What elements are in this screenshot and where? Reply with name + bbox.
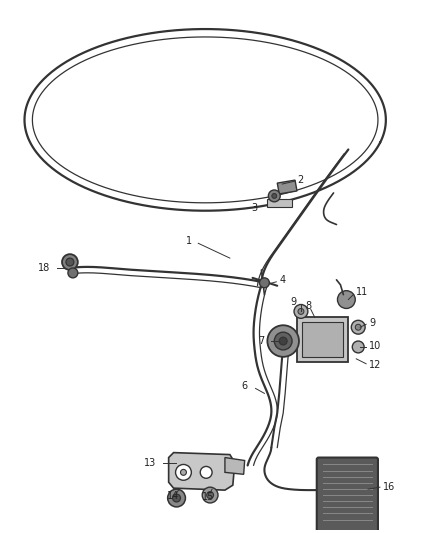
Circle shape: [68, 268, 78, 278]
Text: 6: 6: [241, 382, 247, 391]
Circle shape: [200, 466, 212, 478]
Text: 7: 7: [258, 336, 265, 346]
Circle shape: [351, 320, 365, 334]
Circle shape: [168, 489, 185, 507]
Text: 16: 16: [383, 482, 395, 492]
Bar: [302, 322, 343, 357]
Circle shape: [272, 193, 277, 198]
Text: 8: 8: [306, 302, 312, 311]
Circle shape: [207, 491, 214, 498]
Bar: [297, 317, 348, 362]
Text: 4: 4: [279, 275, 285, 285]
Circle shape: [337, 290, 355, 309]
Text: 10: 10: [369, 341, 381, 351]
Circle shape: [352, 341, 364, 353]
Text: 15: 15: [202, 492, 214, 502]
Circle shape: [202, 487, 218, 503]
Circle shape: [180, 470, 187, 475]
Circle shape: [173, 494, 180, 502]
Text: 12: 12: [369, 360, 381, 370]
Circle shape: [62, 254, 78, 270]
Text: 11: 11: [356, 287, 368, 297]
Circle shape: [355, 324, 361, 330]
Text: 9: 9: [369, 318, 375, 328]
Polygon shape: [277, 180, 297, 194]
Text: 18: 18: [38, 263, 50, 273]
Circle shape: [176, 464, 191, 480]
Circle shape: [267, 325, 299, 357]
FancyBboxPatch shape: [317, 457, 378, 532]
Text: 2: 2: [297, 175, 303, 185]
Circle shape: [268, 190, 280, 202]
Text: 14: 14: [166, 491, 179, 501]
Circle shape: [259, 278, 269, 288]
Text: 1: 1: [186, 236, 192, 246]
Circle shape: [279, 337, 287, 345]
Text: 3: 3: [251, 203, 258, 213]
Circle shape: [66, 258, 74, 266]
Polygon shape: [169, 453, 235, 490]
Circle shape: [274, 332, 292, 350]
Polygon shape: [225, 457, 245, 474]
Text: 9: 9: [291, 296, 297, 306]
Circle shape: [298, 309, 304, 314]
Circle shape: [294, 304, 308, 318]
Bar: [267, 199, 292, 207]
Text: 13: 13: [144, 458, 156, 469]
